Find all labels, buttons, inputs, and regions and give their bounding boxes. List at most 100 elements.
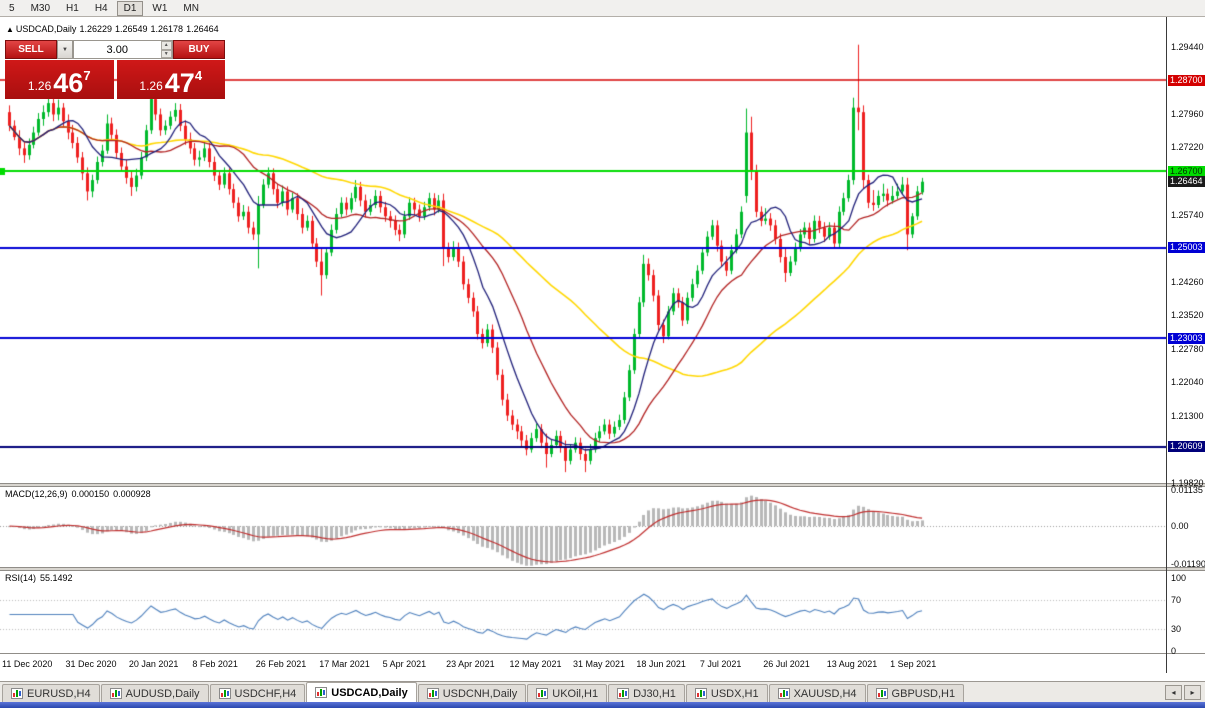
price-axis-label: 1.22780 [1171, 343, 1204, 354]
rsi-indicator-label: RSI(14) 55.1492 [5, 573, 77, 583]
buy-price-pipette: 4 [194, 68, 203, 83]
chart-tab-usdx-h1[interactable]: USDX,H1 [685, 684, 768, 702]
rsi-pane-resize-handle[interactable] [0, 567, 1205, 571]
buy-price-button[interactable]: 1.26 47 4 [116, 60, 225, 99]
chart-icon [536, 688, 549, 699]
chart-tab-eurusd-h4[interactable]: EURUSD,H4 [2, 684, 100, 702]
rsi-axis-label: 70 [1171, 594, 1182, 605]
volume-up-button[interactable]: ▲ [160, 41, 172, 50]
ohlc-open: 1.26229 [79, 24, 112, 34]
chart-tab-usdcad-daily[interactable]: USDCAD,Daily [306, 682, 417, 702]
tab-label: DJ30,H1 [633, 687, 676, 700]
buy-button[interactable]: BUY [173, 40, 225, 59]
macd-pane-resize-handle[interactable] [0, 483, 1205, 487]
volume-dropdown-button[interactable]: ▼ [57, 40, 73, 59]
chart-tab-audusd-daily[interactable]: AUDUSD,Daily [100, 684, 209, 702]
date-axis-label: 31 Dec 2020 [65, 659, 117, 669]
chart-icon [218, 688, 231, 699]
period-toolbar: 5 M30 H1 H4 D1 W1 MN [0, 0, 1205, 17]
price-axis-label: 1.27960 [1171, 108, 1204, 119]
date-axis-label: 12 May 2021 [509, 659, 562, 669]
collapse-trade-panel-icon[interactable]: ▲ [6, 25, 14, 34]
period-button-5[interactable]: 5 [2, 1, 22, 16]
price-axis-label: 1.21300 [1171, 410, 1204, 421]
macd-name: MACD(12,26,9) [5, 489, 68, 499]
price-level-label: 1.20609 [1168, 441, 1205, 453]
period-button-mn[interactable]: MN [176, 1, 206, 16]
tab-label: USDCHF,H4 [234, 687, 297, 700]
volume-down-button[interactable]: ▼ [160, 49, 172, 58]
period-button-h4[interactable]: H4 [88, 1, 115, 16]
chart-ohlc-header: ▲ USDCAD,Daily 1.26229 1.26549 1.26178 1.2646… [6, 24, 222, 34]
rsi-name: RSI(14) [5, 573, 37, 583]
macd-axis-label: 0.01135 [1171, 485, 1203, 495]
price-axis-label: 1.24260 [1171, 276, 1204, 287]
macd-indicator-label: MACD(12,26,9) 0.000150 0.000928 [5, 489, 155, 499]
chart-tab-usdchf-h4[interactable]: USDCHF,H4 [209, 684, 306, 702]
sell-price-big: 46 [53, 68, 84, 98]
ohlc-close: 1.26464 [186, 24, 219, 34]
chevron-down-icon: ▼ [163, 50, 169, 57]
chart-icon [315, 687, 328, 698]
chart-tab-dj30-h1[interactable]: DJ30,H1 [608, 684, 685, 702]
volume-input[interactable] [74, 41, 161, 58]
sell-price-button[interactable]: 1.26 46 7 [5, 60, 114, 99]
date-axis-label: 17 Mar 2021 [319, 659, 370, 669]
date-axis-label: 5 Apr 2021 [382, 659, 427, 669]
macd-axis-label: 0.00 [1171, 521, 1189, 532]
rsi-axis-label: 30 [1171, 624, 1182, 635]
tab-label: USDCNH,Daily [442, 687, 518, 700]
tabs-scroll-right-button[interactable]: ▸ [1184, 685, 1201, 700]
price-level-label: 1.25003 [1168, 242, 1205, 254]
chart-icon [109, 688, 122, 699]
tab-label: USDX,H1 [710, 687, 759, 700]
rsi-indicator-canvas[interactable] [0, 571, 1166, 653]
rsi-axis-label: 0 [1171, 646, 1177, 656]
period-button-w1[interactable]: W1 [145, 1, 174, 16]
tab-label: USDCAD,Daily [331, 686, 408, 699]
rsi-value: 55.1492 [40, 573, 73, 583]
buy-price-prefix: 1.26 [139, 79, 163, 93]
date-axis-label: 26 Jul 2021 [763, 659, 810, 669]
period-button-h1[interactable]: H1 [59, 1, 86, 16]
ohlc-high: 1.26549 [114, 24, 148, 34]
chart-tab-gbpusd-h1[interactable]: GBPUSD,H1 [866, 684, 965, 702]
tabs-scroll-left-button[interactable]: ◂ [1165, 685, 1182, 700]
price-axis-label: 1.23520 [1171, 310, 1204, 321]
date-axis-label: 26 Feb 2021 [255, 659, 307, 669]
ohlc-low: 1.26178 [150, 24, 184, 34]
tab-label: UKOil,H1 [552, 687, 599, 700]
period-button-m30[interactable]: M30 [24, 1, 57, 16]
price-axis[interactable]: 1.294401.287001.279601.272201.264801.257… [1166, 17, 1205, 673]
price-axis-label: 1.19820 [1171, 477, 1204, 488]
price-axis-label: 1.27220 [1171, 142, 1204, 153]
chart-tab-ukoil-h1[interactable]: UKOil,H1 [527, 684, 608, 702]
time-axis[interactable]: 11 Dec 2020 31 Dec 2020 20 Jan 2021 8 Feb 2… [0, 657, 1166, 673]
macd-main-value: 0.000150 [71, 489, 110, 499]
date-axis-label: 1 Sep 2021 [890, 659, 937, 669]
date-axis-label: 8 Feb 2021 [192, 659, 238, 669]
chart-icon [875, 688, 888, 699]
sell-button[interactable]: SELL [5, 40, 57, 59]
date-axis-label: 7 Jul 2021 [699, 659, 742, 669]
tab-label: XAUUSD,H4 [793, 687, 857, 700]
chart-bottom-border [0, 653, 1205, 654]
price-axis-label: 1.22040 [1171, 377, 1204, 388]
chart-icon [426, 688, 439, 699]
chevron-up-icon: ▲ [163, 42, 169, 49]
chart-tab-xauusd-h4[interactable]: XAUUSD,H4 [768, 684, 866, 702]
buy-price-big: 47 [164, 68, 195, 98]
chart-icon [777, 688, 790, 699]
date-axis-label: 11 Dec 2020 [2, 659, 53, 669]
chevron-down-icon: ▼ [62, 46, 68, 53]
price-level-label: 1.28700 [1168, 74, 1205, 86]
price-level-label: 1.26464 [1168, 176, 1205, 188]
chart-tab-usdcnh-daily[interactable]: USDCNH,Daily [417, 684, 527, 702]
tab-label: GBPUSD,H1 [891, 687, 956, 700]
macd-indicator-canvas[interactable] [0, 487, 1166, 567]
price-level-label: 1.26700 [1168, 165, 1205, 177]
period-button-d1[interactable]: D1 [116, 0, 144, 16]
date-axis-label: 23 Apr 2021 [446, 659, 495, 669]
tab-label: AUDUSD,Daily [125, 687, 200, 700]
